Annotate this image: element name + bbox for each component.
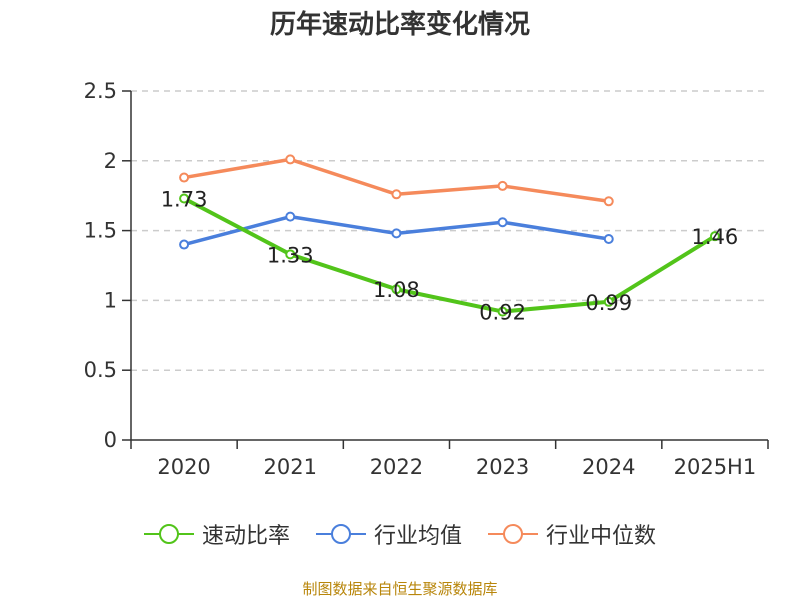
x-tick-label: 2024 xyxy=(582,455,635,479)
legend-item-industry-median[interactable]: 行业中位数 xyxy=(488,518,656,550)
data-label: 1.08 xyxy=(373,278,420,302)
data-point-0 xyxy=(497,306,508,317)
x-tick-label: 2020 xyxy=(157,455,210,479)
legend: 速动比率 行业均值 行业中位数 xyxy=(0,518,800,550)
data-point-1 xyxy=(603,233,614,244)
legend-label-industry-median: 行业中位数 xyxy=(546,524,657,549)
x-tick-label: 2021 xyxy=(264,455,317,479)
data-point-2 xyxy=(179,172,190,183)
data-label: 0.99 xyxy=(585,291,632,315)
legend-swatch-industry-median xyxy=(488,524,538,544)
data-source-note: 制图数据来自恒生聚源数据库 xyxy=(302,580,498,598)
x-tick-label: 2023 xyxy=(476,455,529,479)
legend-item-industry-mean[interactable]: 行业均值 xyxy=(315,518,462,550)
data-point-2 xyxy=(497,180,508,191)
data-label: 1.33 xyxy=(267,243,314,267)
y-tick-label: 2.5 xyxy=(84,79,117,103)
data-point-2 xyxy=(603,196,614,207)
data-point-0 xyxy=(179,193,190,204)
y-tick-label: 1 xyxy=(104,288,117,312)
data-label: 1.46 xyxy=(692,225,739,249)
data-point-0 xyxy=(709,231,720,242)
data-label: 0.92 xyxy=(479,301,526,325)
data-point-0 xyxy=(603,296,614,307)
data-point-2 xyxy=(391,189,402,200)
data-point-1 xyxy=(391,228,402,239)
data-point-2 xyxy=(285,154,296,165)
legend-label-industry-mean: 行业均值 xyxy=(373,524,462,549)
x-tick-label: 2025H1 xyxy=(674,455,757,479)
legend-item-quick-ratio[interactable]: 速动比率 xyxy=(143,518,290,550)
chart-title: 历年速动比率变化情况 xyxy=(269,10,530,40)
x-tick-label: 2022 xyxy=(370,455,423,479)
y-tick-label: 1.5 xyxy=(84,219,117,243)
data-point-0 xyxy=(285,249,296,260)
legend-label-quick-ratio: 速动比率 xyxy=(201,524,290,549)
y-tick-label: 0.5 xyxy=(84,358,117,382)
data-point-0 xyxy=(391,284,402,295)
legend-swatch-industry-mean xyxy=(315,524,366,544)
y-tick-label: 2 xyxy=(104,149,117,173)
data-point-1 xyxy=(179,239,190,250)
legend-swatch-quick-ratio xyxy=(143,524,194,544)
data-label: 1.73 xyxy=(161,187,208,211)
data-point-1 xyxy=(497,217,508,228)
series-line-0 xyxy=(183,196,716,314)
y-tick-label: 0 xyxy=(104,428,117,452)
data-point-1 xyxy=(285,211,296,222)
